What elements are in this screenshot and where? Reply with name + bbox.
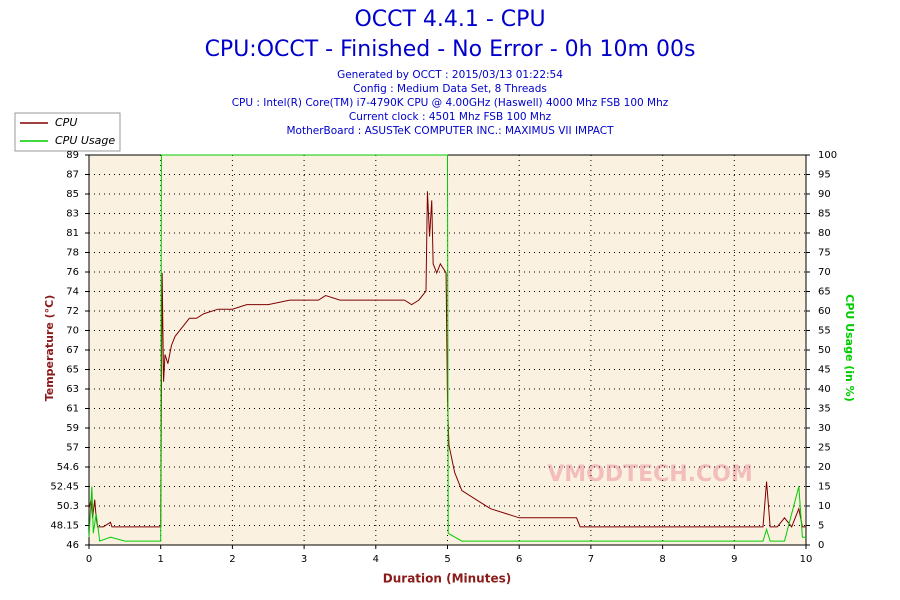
y2-tick-label: 30 [818, 423, 831, 434]
y-tick-label: 72 [66, 306, 79, 317]
info-line: MotherBoard : ASUSTeK COMPUTER INC.: MAX… [286, 125, 614, 137]
watermark: VMODTECH.COM [547, 462, 753, 487]
info-line: Config : Medium Data Set, 8 Threads [353, 83, 547, 95]
y2-tick-label: 65 [818, 287, 831, 298]
x-axis-label: Duration (Minutes) [383, 572, 511, 586]
y2-tick-label: 15 [818, 482, 831, 493]
y-tick-label: 67 [66, 345, 79, 356]
y-tick-label: 78 [66, 248, 79, 259]
y-tick-label: 70 [66, 326, 79, 337]
y2-tick-label: 100 [818, 150, 837, 161]
y-tick-label: 59 [66, 423, 79, 434]
y2-tick-label: 80 [818, 228, 831, 239]
y2-tick-label: 45 [818, 365, 831, 376]
x-tick-label: 5 [444, 554, 450, 565]
y2-tick-label: 55 [818, 326, 831, 337]
series-line [88, 191, 806, 528]
y2-tick-label: 75 [818, 248, 831, 259]
y-tick-label: 85 [66, 189, 79, 200]
y2-tick-label: 10 [818, 501, 831, 512]
legend-label: CPU [55, 116, 77, 129]
y2-tick-label: 95 [818, 170, 831, 181]
legend-label: CPU Usage [55, 134, 115, 147]
x-tick-label: 3 [301, 554, 307, 565]
series-line [88, 154, 806, 542]
y2-tick-label: 90 [818, 189, 831, 200]
y-tick-label: 87 [66, 170, 79, 181]
info-line: Generated by OCCT : 2015/03/13 01:22:54 [337, 69, 563, 81]
y2-tick-label: 35 [818, 404, 831, 415]
y-tick-label: 65 [66, 365, 79, 376]
y-tick-label: 54.6 [57, 462, 79, 473]
y-tick-label: 50.3 [57, 501, 79, 512]
y2-tick-label: 40 [818, 384, 831, 395]
y-tick-label: 46 [66, 540, 79, 551]
x-tick-label: 0 [86, 554, 92, 565]
info-line: CPU : Intel(R) Core(TM) i7-4790K CPU @ 4… [232, 97, 669, 109]
y2-tick-label: 25 [818, 443, 831, 454]
y-axis-label: Temperature (°C) [43, 295, 56, 402]
y-tick-label: 48.15 [50, 521, 79, 532]
y-tick-label: 57 [66, 443, 79, 454]
x-tick-label: 7 [588, 554, 594, 565]
y2-tick-label: 0 [818, 540, 824, 551]
y-tick-label: 89 [66, 150, 79, 161]
x-tick-label: 4 [373, 554, 379, 565]
x-tick-label: 2 [229, 554, 235, 565]
y2-tick-label: 50 [818, 345, 831, 356]
x-tick-label: 9 [731, 554, 737, 565]
x-tick-label: 1 [158, 554, 164, 565]
legend [14, 112, 121, 152]
chart-subtitle: CPU:OCCT - Finished - No Error - 0h 10m … [205, 37, 696, 62]
y2-tick-label: 85 [818, 209, 831, 220]
y2-axis-label: CPU Usage (in %) [843, 294, 856, 401]
y-tick-label: 61 [66, 404, 79, 415]
info-line: Current clock : 4501 Mhz FSB 100 Mhz [349, 111, 552, 123]
y2-tick-label: 5 [818, 521, 824, 532]
chart-title: OCCT 4.4.1 - CPU [354, 7, 545, 32]
y-tick-label: 63 [66, 384, 79, 395]
x-tick-label: 6 [516, 554, 522, 565]
x-tick-label: 8 [659, 554, 665, 565]
y-tick-label: 76 [66, 267, 79, 278]
y-tick-label: 74 [66, 287, 79, 298]
x-tick-label: 10 [800, 554, 813, 565]
y2-tick-label: 20 [818, 462, 831, 473]
y2-tick-label: 60 [818, 306, 831, 317]
y-tick-label: 83 [66, 209, 79, 220]
y-tick-label: 81 [66, 228, 79, 239]
y2-tick-label: 70 [818, 267, 831, 278]
y-tick-label: 52.45 [50, 482, 79, 493]
